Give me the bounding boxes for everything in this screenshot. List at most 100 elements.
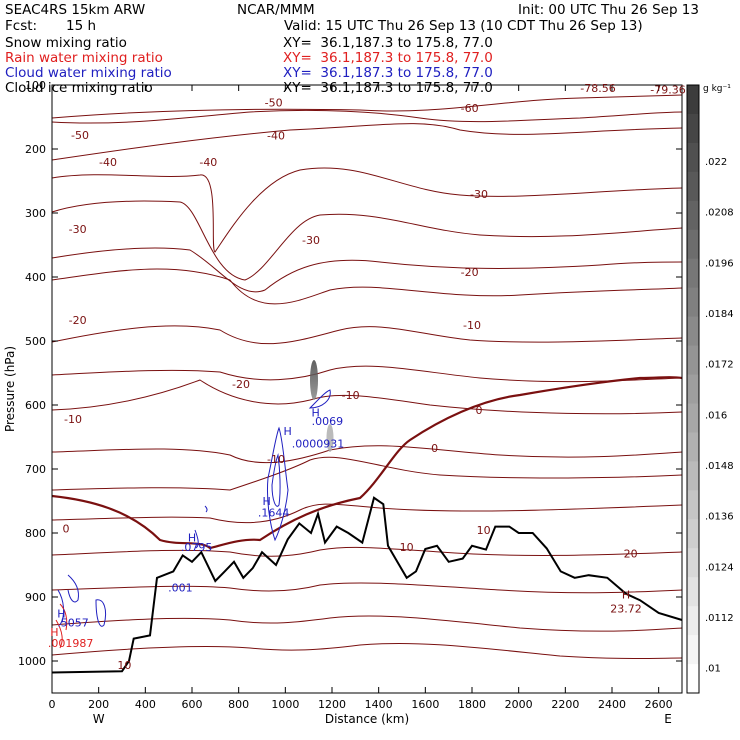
temperature-contour-label: -79.36 [650, 83, 685, 96]
max-value: 23.72 [610, 603, 642, 616]
colorbar-label: .016 [705, 410, 727, 421]
field-cloud-water: Cloud water mixing ratio [5, 65, 172, 81]
colorbar-label: .0184 [705, 309, 734, 320]
colorbar-label: .0208 [705, 208, 734, 219]
x-tick-label: 800 [228, 698, 249, 711]
temperature-contour-label: -40 [267, 130, 285, 143]
cloud-water-label: .001 [168, 581, 193, 594]
y-axis-label: Pressure (hPa) [3, 346, 17, 432]
temperature-contour-label: -50 [71, 129, 89, 142]
freezing-level-contour [51, 376, 683, 550]
colorbar-step [687, 664, 699, 694]
colorbar-step [687, 142, 699, 173]
rain-water-label: H [50, 626, 58, 639]
cloud-water-label: .0000931 [292, 437, 345, 450]
colorbar-step [687, 85, 699, 115]
center-title: NCAR/MMM [237, 2, 315, 18]
axes-layer: 0 200 400 600 800 1000 1200 1400 1600 1800 2000 220… [3, 79, 683, 726]
cloud-water-label: H [263, 495, 271, 508]
temperature-contour-label: 10 [400, 541, 414, 554]
x-tick-label: 1200 [318, 698, 346, 711]
max-marker: H [622, 589, 630, 602]
colorbar-label: .022 [705, 157, 727, 168]
model-title: SEAC4RS 15km ARW [5, 2, 146, 18]
temperature-contour-label: 0 [431, 442, 438, 455]
y-tick-label: 800 [25, 527, 46, 540]
xy-rain: XY= 36.1,187.3 to 175.8, 77.0 [283, 50, 493, 66]
colorbar-step [687, 606, 699, 636]
cloud-water-label: H [312, 407, 320, 420]
temperature-contour-label: -30 [470, 188, 488, 201]
colorbar-label: .0112 [705, 613, 734, 624]
x-tick-label: 2400 [598, 698, 626, 711]
colorbar-step [687, 432, 699, 462]
y-tick-label: 900 [25, 591, 46, 604]
temperature-contour-label: -10 [64, 413, 82, 426]
y-tick-label: 200 [25, 143, 46, 156]
colorbar-step [687, 258, 699, 289]
colorbar-step [687, 403, 699, 433]
field-rain: Rain water mixing ratio [5, 50, 163, 66]
colorbar-label: .0196 [705, 258, 734, 269]
colorbar: .022 .0208 .0196 .0184 .0172 .016 .0148 .0136 .0… [686, 84, 734, 694]
cloud-water-label: .1644 [258, 507, 290, 520]
y-tick-label: 300 [25, 207, 46, 220]
xy-snow: XY= 36.1,187.3 to 175.8, 77.0 [283, 35, 493, 51]
y-tick-label: 400 [25, 271, 46, 284]
cloud-water-label: H [57, 608, 65, 621]
field-cloud-ice: Cloud ice mixing ratio [5, 80, 153, 96]
x-tick-label: 2200 [551, 698, 579, 711]
east-label: E [664, 712, 672, 726]
colorbar-label: .0148 [705, 461, 734, 472]
x-tick-label: 2000 [505, 698, 533, 711]
xy-cloud-ice: XY= 36.1,187.3 to 175.8, 77.0 [283, 80, 493, 96]
temperature-contour-label: -60 [461, 102, 479, 115]
temperature-contour-label: -30 [302, 234, 320, 247]
colorbar-step [687, 577, 699, 607]
temperature-contour-label: -30 [69, 223, 87, 236]
y-tick-label: 100 [25, 79, 46, 92]
cloud-water-label: .5057 [57, 617, 89, 630]
x-tick-label: 400 [135, 698, 156, 711]
colorbar-step [687, 171, 699, 202]
temperature-contour-label: 10 [477, 524, 491, 537]
rain-water-contours [55, 603, 68, 649]
init-time: Init: 00 UTC Thu 26 Sep 13 [518, 2, 699, 18]
contour-labels-layer: -50 -60 -78.56 -79.36 -50 -40 -40 -40 -30 -30 -30 -… [48, 82, 686, 672]
terrain-line [51, 496, 683, 674]
colorbar-step [687, 200, 699, 231]
cloud-water-label: .0795 [181, 541, 213, 554]
y-tick-label: 500 [25, 335, 46, 348]
colorbar-step [687, 548, 699, 578]
y-tick-label: 1000 [18, 655, 46, 668]
temperature-contour-label: 0 [476, 404, 483, 417]
fcst-label: Fcst: [5, 18, 38, 34]
field-snow: Snow mixing ratio [5, 35, 127, 51]
colorbar-unit: g kg⁻¹ [703, 84, 731, 94]
colorbar-step [687, 635, 699, 665]
cloud-water-contours [57, 389, 331, 627]
xy-cloud-water: XY= 36.1,187.3 to 175.8, 77.0 [283, 65, 493, 81]
colorbar-step [687, 345, 699, 376]
colorbar-step [687, 287, 699, 318]
x-tick-label: 1800 [458, 698, 486, 711]
x-tick-label: 1600 [411, 698, 439, 711]
cloud-water-label: .0069 [312, 415, 344, 428]
x-tick-label: 0 [49, 698, 56, 711]
x-tick-label: 2600 [645, 698, 673, 711]
x-tick-label: 200 [88, 698, 109, 711]
colorbar-label: .0172 [705, 360, 734, 371]
temperature-contour-label: -20 [69, 314, 87, 327]
x-tick-label: 1000 [271, 698, 299, 711]
y-tick-label: 700 [25, 463, 46, 476]
temperature-contour-label: 10 [117, 659, 131, 672]
terrain-layer [51, 496, 683, 674]
colorbar-frame [686, 84, 700, 694]
temperature-contour-label: -40 [199, 156, 217, 169]
temperature-contour-label: -10 [463, 319, 481, 332]
temperature-contour-label: -78.56 [580, 82, 615, 95]
colorbar-label: .0124 [705, 562, 734, 573]
temperature-contours [51, 94, 683, 659]
west-label: W [93, 712, 105, 726]
